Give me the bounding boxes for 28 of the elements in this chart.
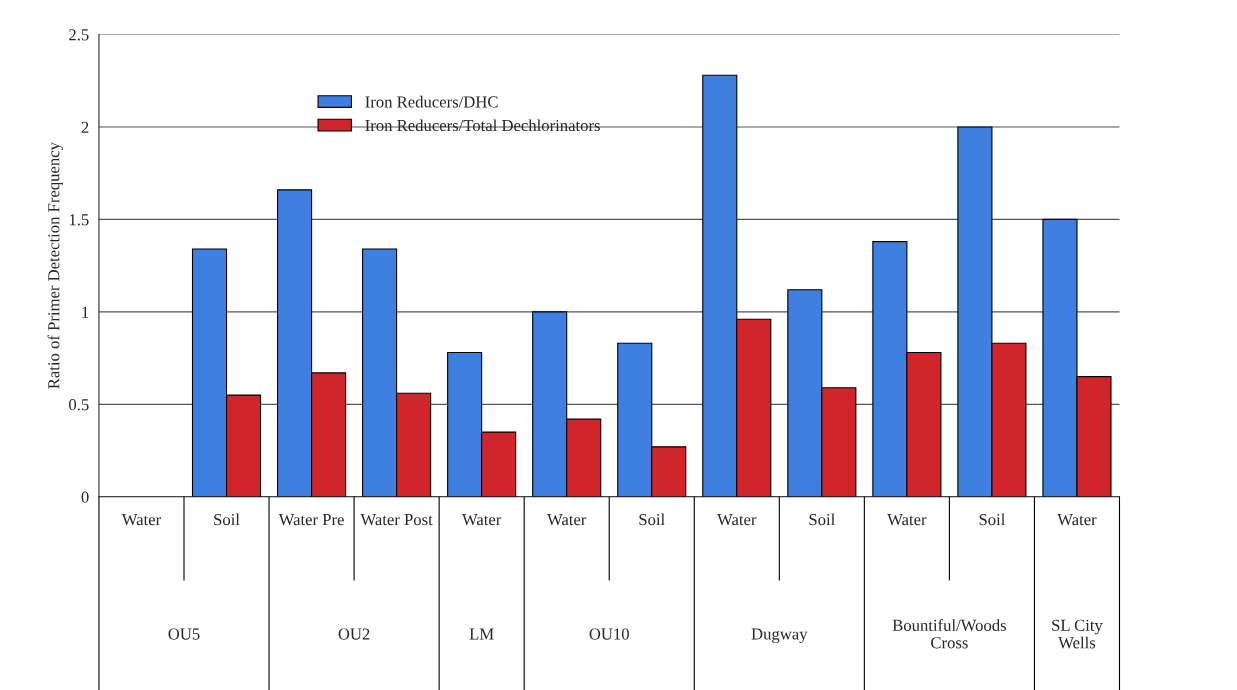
y-tick-label: 0.5 (69, 399, 89, 411)
y-tick-label: 2.5 (69, 29, 89, 41)
y-tick-label: 1 (82, 306, 89, 318)
y-axis-title: Ratio of Primer Detection Frequency (47, 142, 63, 389)
x-tick-label: Water (717, 514, 757, 526)
legend-label: Iron Reducers/Total Dechlorinators (365, 119, 600, 132)
text: OU2 (338, 628, 370, 640)
x-tick-label: Soil (809, 513, 835, 526)
y-tick-label: 0 (81, 491, 89, 503)
text: Dugway (751, 628, 808, 644)
text: OU5 (168, 628, 200, 640)
text: LM (469, 628, 494, 640)
x-tick-label: Soil (214, 513, 240, 526)
x-tick-label: Water Post (360, 514, 433, 526)
y-tick-label: 2 (81, 121, 89, 133)
x-tick-label: Water (461, 514, 502, 526)
x-tick-label: Water (121, 514, 162, 526)
x-tick-label: Water (547, 514, 587, 526)
x-tick-label: Water (1057, 514, 1097, 526)
x-tick-label: Soil (979, 513, 1006, 526)
text: OU10 (589, 628, 629, 640)
text: Bountiful/Woods Cross (892, 619, 1006, 649)
y-tick-label: 1.5 (69, 214, 89, 226)
x-tick-label: Water Pre (278, 514, 344, 526)
x-tick-label: Water (887, 514, 927, 526)
x-tick-label: Soil (639, 513, 665, 526)
text: SL City Wells (1052, 619, 1103, 649)
legend-label: Iron Reducers/DHC (365, 95, 498, 108)
